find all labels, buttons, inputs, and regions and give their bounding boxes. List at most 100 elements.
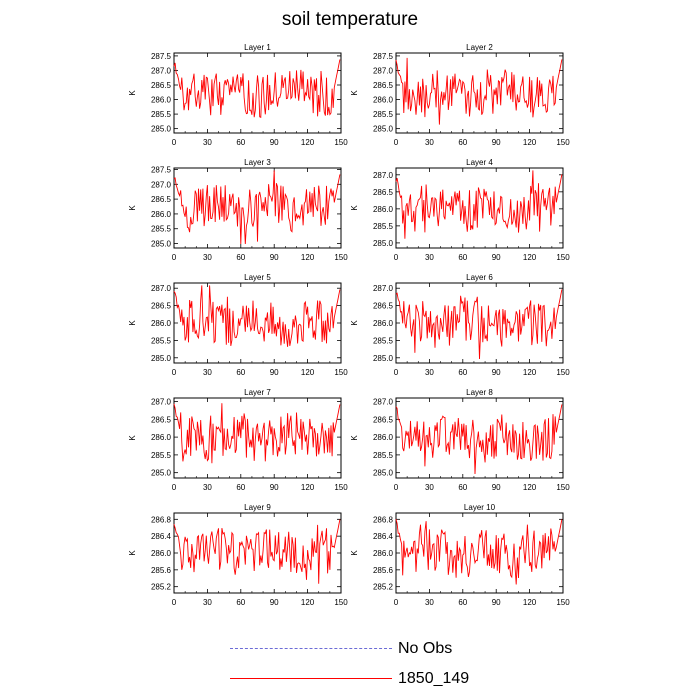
x-tick-label: 0 bbox=[394, 483, 399, 492]
x-tick-label: 0 bbox=[172, 598, 177, 607]
series-line bbox=[173, 59, 341, 118]
panel-title: Layer 8 bbox=[466, 388, 493, 397]
panel-title: Layer 9 bbox=[244, 503, 271, 512]
y-tick-label: 286.0 bbox=[151, 96, 172, 105]
series-line bbox=[173, 285, 341, 347]
x-tick-label: 120 bbox=[523, 598, 537, 607]
x-tick-label: 0 bbox=[394, 598, 399, 607]
x-tick-label: 0 bbox=[172, 368, 177, 377]
panel-layer-1: Layer 1 K 0 30 60 90 120 150 285.0 285.5 286.0 286.… bbox=[128, 43, 348, 147]
y-tick-label: 287.5 bbox=[151, 52, 172, 61]
x-tick-label: 120 bbox=[523, 368, 537, 377]
series-line bbox=[173, 519, 341, 584]
y-tick-label: 287.0 bbox=[151, 66, 172, 75]
y-tick-label: 286.5 bbox=[151, 302, 172, 311]
x-tick-label: 0 bbox=[394, 253, 399, 262]
y-tick-label: 285.0 bbox=[151, 354, 172, 363]
x-tick-label: 150 bbox=[556, 253, 570, 262]
panel-layer-8: Layer 8 K 0 30 60 90 120 150 285.0 285.5 286.0 286.… bbox=[350, 388, 570, 492]
y-tick-label: 285.0 bbox=[373, 239, 394, 248]
legend-label: 1850_149 bbox=[398, 670, 470, 687]
panel-title: Layer 2 bbox=[466, 43, 493, 52]
legend-swatch-dashed bbox=[230, 648, 392, 649]
x-tick-label: 90 bbox=[270, 138, 279, 147]
y-tick-label: 286.0 bbox=[151, 549, 172, 558]
y-axis-label: K bbox=[350, 550, 359, 556]
y-tick-label: 287.0 bbox=[151, 398, 172, 407]
series-line bbox=[395, 170, 563, 239]
x-tick-label: 150 bbox=[334, 138, 348, 147]
panel-layer-4: Layer 4 K 0 30 60 90 120 150 285.0 285.5 286.0 286.… bbox=[350, 158, 570, 262]
y-tick-label: 285.5 bbox=[151, 336, 172, 345]
y-tick-label: 286.0 bbox=[373, 549, 394, 558]
plot-frame bbox=[173, 167, 342, 249]
y-tick-label: 287.0 bbox=[373, 66, 394, 75]
y-tick-label: 287.0 bbox=[373, 398, 394, 407]
y-tick-label: 285.0 bbox=[151, 125, 172, 134]
y-axis-label: K bbox=[128, 205, 137, 211]
y-tick-label: 286.5 bbox=[373, 188, 394, 197]
x-tick-label: 120 bbox=[301, 598, 315, 607]
x-tick-label: 150 bbox=[556, 138, 570, 147]
y-tick-label: 287.5 bbox=[151, 165, 172, 174]
y-tick-label: 285.5 bbox=[373, 110, 394, 119]
x-tick-label: 60 bbox=[458, 598, 467, 607]
x-tick-label: 90 bbox=[492, 368, 501, 377]
panel-layer-6: Layer 6 K 0 30 60 90 120 150 285.0 285.5 286.0 286.… bbox=[350, 273, 570, 377]
y-tick-label: 287.0 bbox=[373, 284, 394, 293]
y-tick-label: 285.5 bbox=[151, 451, 172, 460]
x-tick-label: 30 bbox=[425, 598, 434, 607]
x-tick-label: 60 bbox=[458, 253, 467, 262]
x-tick-label: 90 bbox=[270, 598, 279, 607]
x-tick-label: 90 bbox=[270, 483, 279, 492]
panel-layer-7: Layer 7 K 0 30 60 90 120 150 285.0 285.5 286.0 286.… bbox=[128, 388, 348, 492]
y-tick-label: 286.0 bbox=[373, 205, 394, 214]
y-axis-label: K bbox=[350, 320, 359, 326]
y-tick-label: 286.5 bbox=[151, 81, 172, 90]
x-tick-label: 90 bbox=[492, 253, 501, 262]
x-tick-label: 30 bbox=[203, 483, 212, 492]
x-tick-label: 120 bbox=[523, 138, 537, 147]
x-tick-label: 30 bbox=[425, 483, 434, 492]
series-line bbox=[173, 170, 341, 245]
series-line bbox=[395, 57, 563, 125]
plot-frame bbox=[173, 397, 342, 479]
x-tick-label: 60 bbox=[458, 368, 467, 377]
x-tick-label: 30 bbox=[425, 138, 434, 147]
x-tick-label: 60 bbox=[236, 253, 245, 262]
y-tick-label: 285.6 bbox=[151, 566, 172, 575]
series-line bbox=[395, 404, 563, 475]
y-tick-label: 286.5 bbox=[373, 81, 394, 90]
plot-frame bbox=[395, 167, 564, 249]
x-tick-label: 150 bbox=[556, 483, 570, 492]
x-tick-label: 150 bbox=[334, 483, 348, 492]
plot-frame bbox=[173, 52, 342, 134]
y-tick-label: 286.0 bbox=[151, 210, 172, 219]
x-tick-label: 0 bbox=[394, 368, 399, 377]
x-tick-label: 60 bbox=[236, 598, 245, 607]
x-tick-label: 30 bbox=[203, 598, 212, 607]
y-tick-label: 285.0 bbox=[151, 240, 172, 249]
x-tick-label: 120 bbox=[301, 483, 315, 492]
x-tick-label: 120 bbox=[301, 138, 315, 147]
legend-item-1850-149: 1850_149 bbox=[230, 667, 530, 691]
y-tick-label: 285.0 bbox=[373, 469, 394, 478]
y-tick-label: 286.5 bbox=[373, 302, 394, 311]
plot-frame bbox=[395, 52, 564, 134]
y-tick-label: 286.4 bbox=[373, 532, 394, 541]
y-tick-label: 285.2 bbox=[151, 583, 172, 592]
x-tick-label: 120 bbox=[523, 253, 537, 262]
y-tick-label: 285.5 bbox=[373, 451, 394, 460]
series-line bbox=[395, 518, 563, 585]
panel-layer-2: Layer 2 K 0 30 60 90 120 150 285.0 285.5 286.0 286.… bbox=[350, 43, 570, 147]
x-tick-label: 60 bbox=[458, 138, 467, 147]
y-tick-label: 285.5 bbox=[151, 110, 172, 119]
x-tick-label: 0 bbox=[394, 138, 399, 147]
x-tick-label: 90 bbox=[492, 483, 501, 492]
x-tick-label: 150 bbox=[334, 368, 348, 377]
chart-title: soil temperature bbox=[281, 9, 419, 30]
y-tick-label: 286.5 bbox=[151, 415, 172, 424]
panel-grid: Layer 1 K 0 30 60 90 120 150 285.0 285.5 286.0 286.… bbox=[128, 43, 570, 607]
x-tick-label: 60 bbox=[236, 368, 245, 377]
y-tick-label: 287.0 bbox=[151, 284, 172, 293]
